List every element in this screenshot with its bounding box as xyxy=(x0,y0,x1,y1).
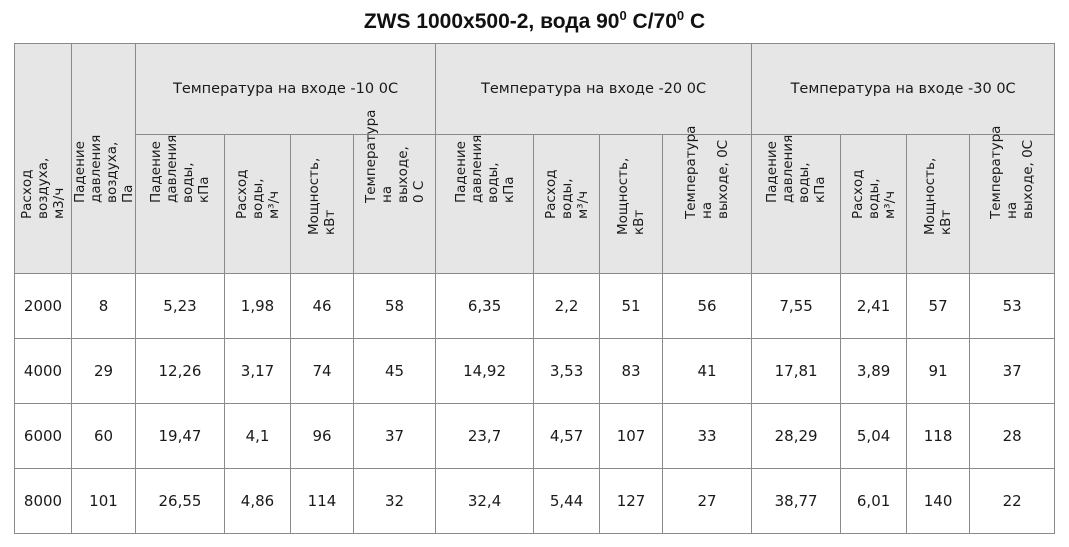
table-cell: 5,44 xyxy=(533,468,601,534)
table-row: 8000 101 26,55 4,86 114 32 32,4 5,44 127 27 38,77 6… xyxy=(14,468,1056,534)
table-cell: 17,81 xyxy=(751,338,842,404)
table-cell: 33 xyxy=(662,403,753,469)
table-cell: 37 xyxy=(352,403,437,469)
performance-table: Расход воздуха, м3/ч Падение давления во… xyxy=(14,43,1056,534)
table-cell: 19,47 xyxy=(135,403,225,469)
table-cell: 83 xyxy=(599,338,664,404)
table-cell: 45 xyxy=(352,338,437,404)
table-cell: 4000 xyxy=(14,338,72,404)
subheader-power: Мощность, кВт xyxy=(906,134,971,274)
table-cell: 4,86 xyxy=(224,468,291,534)
table-cell: 22 xyxy=(969,468,1056,534)
subheader-outlet-temp: Температура на выходе, 0С xyxy=(969,126,1056,274)
table-cell: 28,29 xyxy=(751,403,842,469)
table-row: 2000 8 5,23 1,98 46 58 6,35 2,2 51 56 7,55 2,41 57 53 xyxy=(14,273,1056,339)
table-cell: 7,55 xyxy=(751,273,842,339)
table-cell: 8000 xyxy=(14,468,72,534)
table-cell: 6,35 xyxy=(435,273,535,339)
table-cell: 3,53 xyxy=(533,338,601,404)
subheader-water-flow: Расход воды, м³/ч xyxy=(533,134,601,274)
table-cell: 32,4 xyxy=(435,468,535,534)
table-cell: 3,89 xyxy=(840,338,908,404)
table-cell: 14,92 xyxy=(435,338,535,404)
table-cell: 96 xyxy=(290,403,354,469)
table-cell: 4,1 xyxy=(224,403,291,469)
table-cell: 26,55 xyxy=(135,468,225,534)
subheader-outlet-temp: Температура на выходе, 0 С xyxy=(352,110,437,274)
table-cell: 53 xyxy=(969,273,1056,339)
table-cell: 38,77 xyxy=(751,468,842,534)
header-airflow: Расход воздуха, м3/ч xyxy=(14,43,72,274)
group-header-minus20: Температура на входе -20 0С xyxy=(435,43,753,135)
subheader-water-flow: Расход воды, м³/ч xyxy=(840,134,908,274)
table-cell: 127 xyxy=(599,468,664,534)
table-cell: 3,17 xyxy=(224,338,291,404)
table-cell: 74 xyxy=(290,338,354,404)
header-air-pressure-drop: Падение давления воздуха, Па xyxy=(71,43,136,274)
table-row: 4000 29 12,26 3,17 74 45 14,92 3,53 83 41 17,81 3,8… xyxy=(14,338,1056,404)
table-cell: 41 xyxy=(662,338,753,404)
table-cell: 1,98 xyxy=(224,273,291,339)
table-row: 6000 60 19,47 4,1 96 37 23,7 4,57 107 33 28,29 5,04… xyxy=(14,403,1056,469)
table-cell: 5,23 xyxy=(135,273,225,339)
group-header-minus10: Температура на входе -10 0С xyxy=(134,43,437,135)
table-cell: 2,2 xyxy=(533,273,601,339)
table-cell: 37 xyxy=(969,338,1056,404)
table-title: ZWS 1000х500-2, вода 900 С/700 С xyxy=(363,8,706,33)
table-cell: 6,01 xyxy=(840,468,908,534)
subheader-water-pressure-drop: Падение давления воды, кПа xyxy=(751,134,842,274)
table-cell: 2000 xyxy=(14,273,72,339)
table-cell: 60 xyxy=(71,403,136,469)
table-cell: 28 xyxy=(969,403,1056,469)
table-cell: 27 xyxy=(662,468,753,534)
table-cell: 8 xyxy=(71,273,136,339)
table-cell: 32 xyxy=(352,468,437,534)
subheader-water-pressure-drop: Падение давления воды, кПа xyxy=(435,134,535,274)
table-cell: 4,57 xyxy=(533,403,601,469)
table-cell: 51 xyxy=(599,273,664,339)
table-cell: 12,26 xyxy=(135,338,225,404)
table-cell: 56 xyxy=(662,273,753,339)
table-cell: 57 xyxy=(906,273,971,339)
table-cell: 101 xyxy=(71,468,136,534)
table-cell: 114 xyxy=(290,468,354,534)
table-cell: 5,04 xyxy=(840,403,908,469)
table-cell: 118 xyxy=(906,403,971,469)
table-cell: 107 xyxy=(599,403,664,469)
subheader-power: Мощность, кВт xyxy=(599,134,664,274)
subheader-power: Мощность, кВт xyxy=(290,134,354,274)
subheader-water-flow: Расход воды, м³/ч xyxy=(224,134,291,274)
table-cell: 58 xyxy=(352,273,437,339)
table-cell: 23,7 xyxy=(435,403,535,469)
group-header-minus30: Температура на входе -30 0С xyxy=(751,43,1056,135)
table-cell: 91 xyxy=(906,338,971,404)
subheader-water-pressure-drop: Падение давления воды, кПа xyxy=(135,134,225,274)
table-cell: 46 xyxy=(290,273,354,339)
subheader-outlet-temp: Температура на выходе, 0С xyxy=(662,126,753,274)
table-cell: 2,41 xyxy=(840,273,908,339)
table-cell: 29 xyxy=(71,338,136,404)
table-cell: 6000 xyxy=(14,403,72,469)
table-cell: 140 xyxy=(906,468,971,534)
